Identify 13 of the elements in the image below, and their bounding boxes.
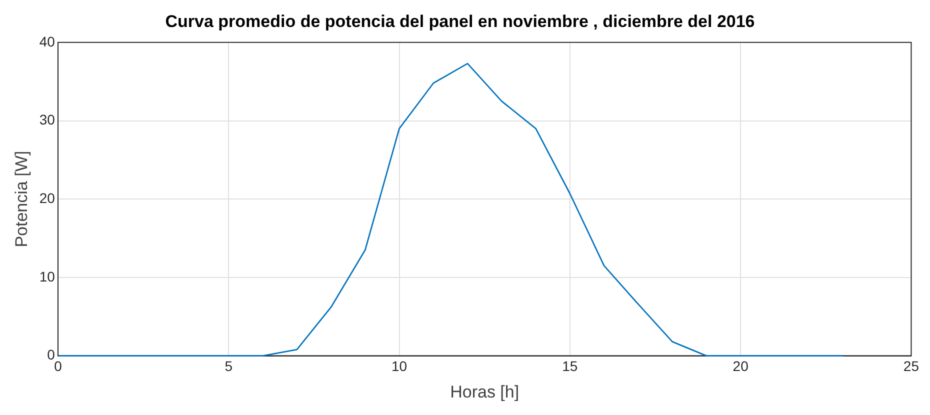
y-tick-label: 0 <box>47 346 56 363</box>
x-tick-label: 15 <box>562 358 578 374</box>
x-tick-label: 10 <box>391 358 408 374</box>
y-axis-title: Potencia [W] <box>12 150 31 248</box>
x-tick-label: 25 <box>903 358 920 374</box>
x-tick-label: 5 <box>224 358 233 374</box>
y-tick-label: 10 <box>39 268 56 284</box>
y-tick-label: 40 <box>39 33 56 50</box>
x-tick-label: 20 <box>732 358 749 374</box>
y-tick-label: 30 <box>39 112 56 128</box>
y-tick-label: 20 <box>39 190 56 206</box>
chart-title: Curva promedio de potencia del panel en noviembre , diciembre del 2016 <box>165 12 755 31</box>
x-axis-title: Horas [h] <box>450 382 520 402</box>
